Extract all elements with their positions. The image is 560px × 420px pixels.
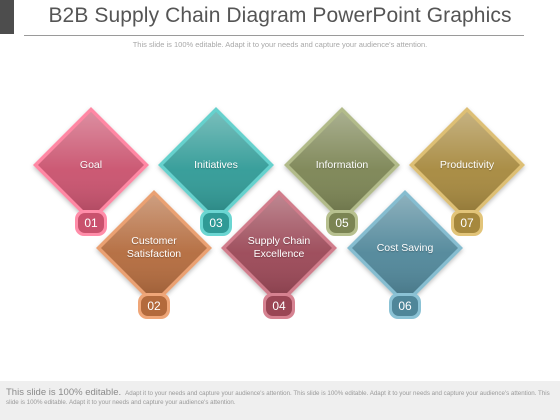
- diamond-node-01: [33, 107, 149, 236]
- node-label-03: Initiatives: [194, 158, 238, 171]
- slide-subtitle: This slide is 100% editable. Adapt it to…: [132, 40, 428, 49]
- node-label-04: Supply Chain Excellence: [247, 235, 311, 260]
- node-number-04: 04: [272, 299, 286, 313]
- title-divider: [24, 35, 524, 36]
- node-number-01: 01: [84, 216, 98, 230]
- footer-body: Adapt it to your needs and capture your …: [6, 390, 550, 406]
- diamond-node-03: [158, 107, 274, 236]
- corner-block: [0, 0, 14, 34]
- diamond-node-05: [284, 107, 400, 236]
- node-number-03: 03: [209, 216, 223, 230]
- diamond-node-04: [221, 190, 337, 319]
- node-label-05: Information: [315, 158, 369, 171]
- diamond-node-02: [96, 190, 212, 319]
- node-label-06: Cost Saving: [376, 241, 434, 254]
- diamond-node-07: [409, 107, 525, 236]
- node-number-02: 02: [147, 299, 161, 313]
- slide-title: B2B Supply Chain Diagram PowerPoint Grap…: [48, 4, 512, 27]
- node-label-07: Productivity: [439, 158, 495, 171]
- footer-lead: This slide is 100% editable.: [6, 387, 122, 398]
- node-number-05: 05: [335, 216, 349, 230]
- footer-note: This slide is 100% editable. Adapt it to …: [0, 381, 560, 420]
- diamond-node-06: [347, 190, 463, 319]
- node-label-01: Goal: [79, 158, 103, 171]
- node-number-06: 06: [398, 299, 412, 313]
- node-label-02: Customer Satisfaction: [126, 235, 182, 260]
- node-number-07: 07: [460, 216, 474, 230]
